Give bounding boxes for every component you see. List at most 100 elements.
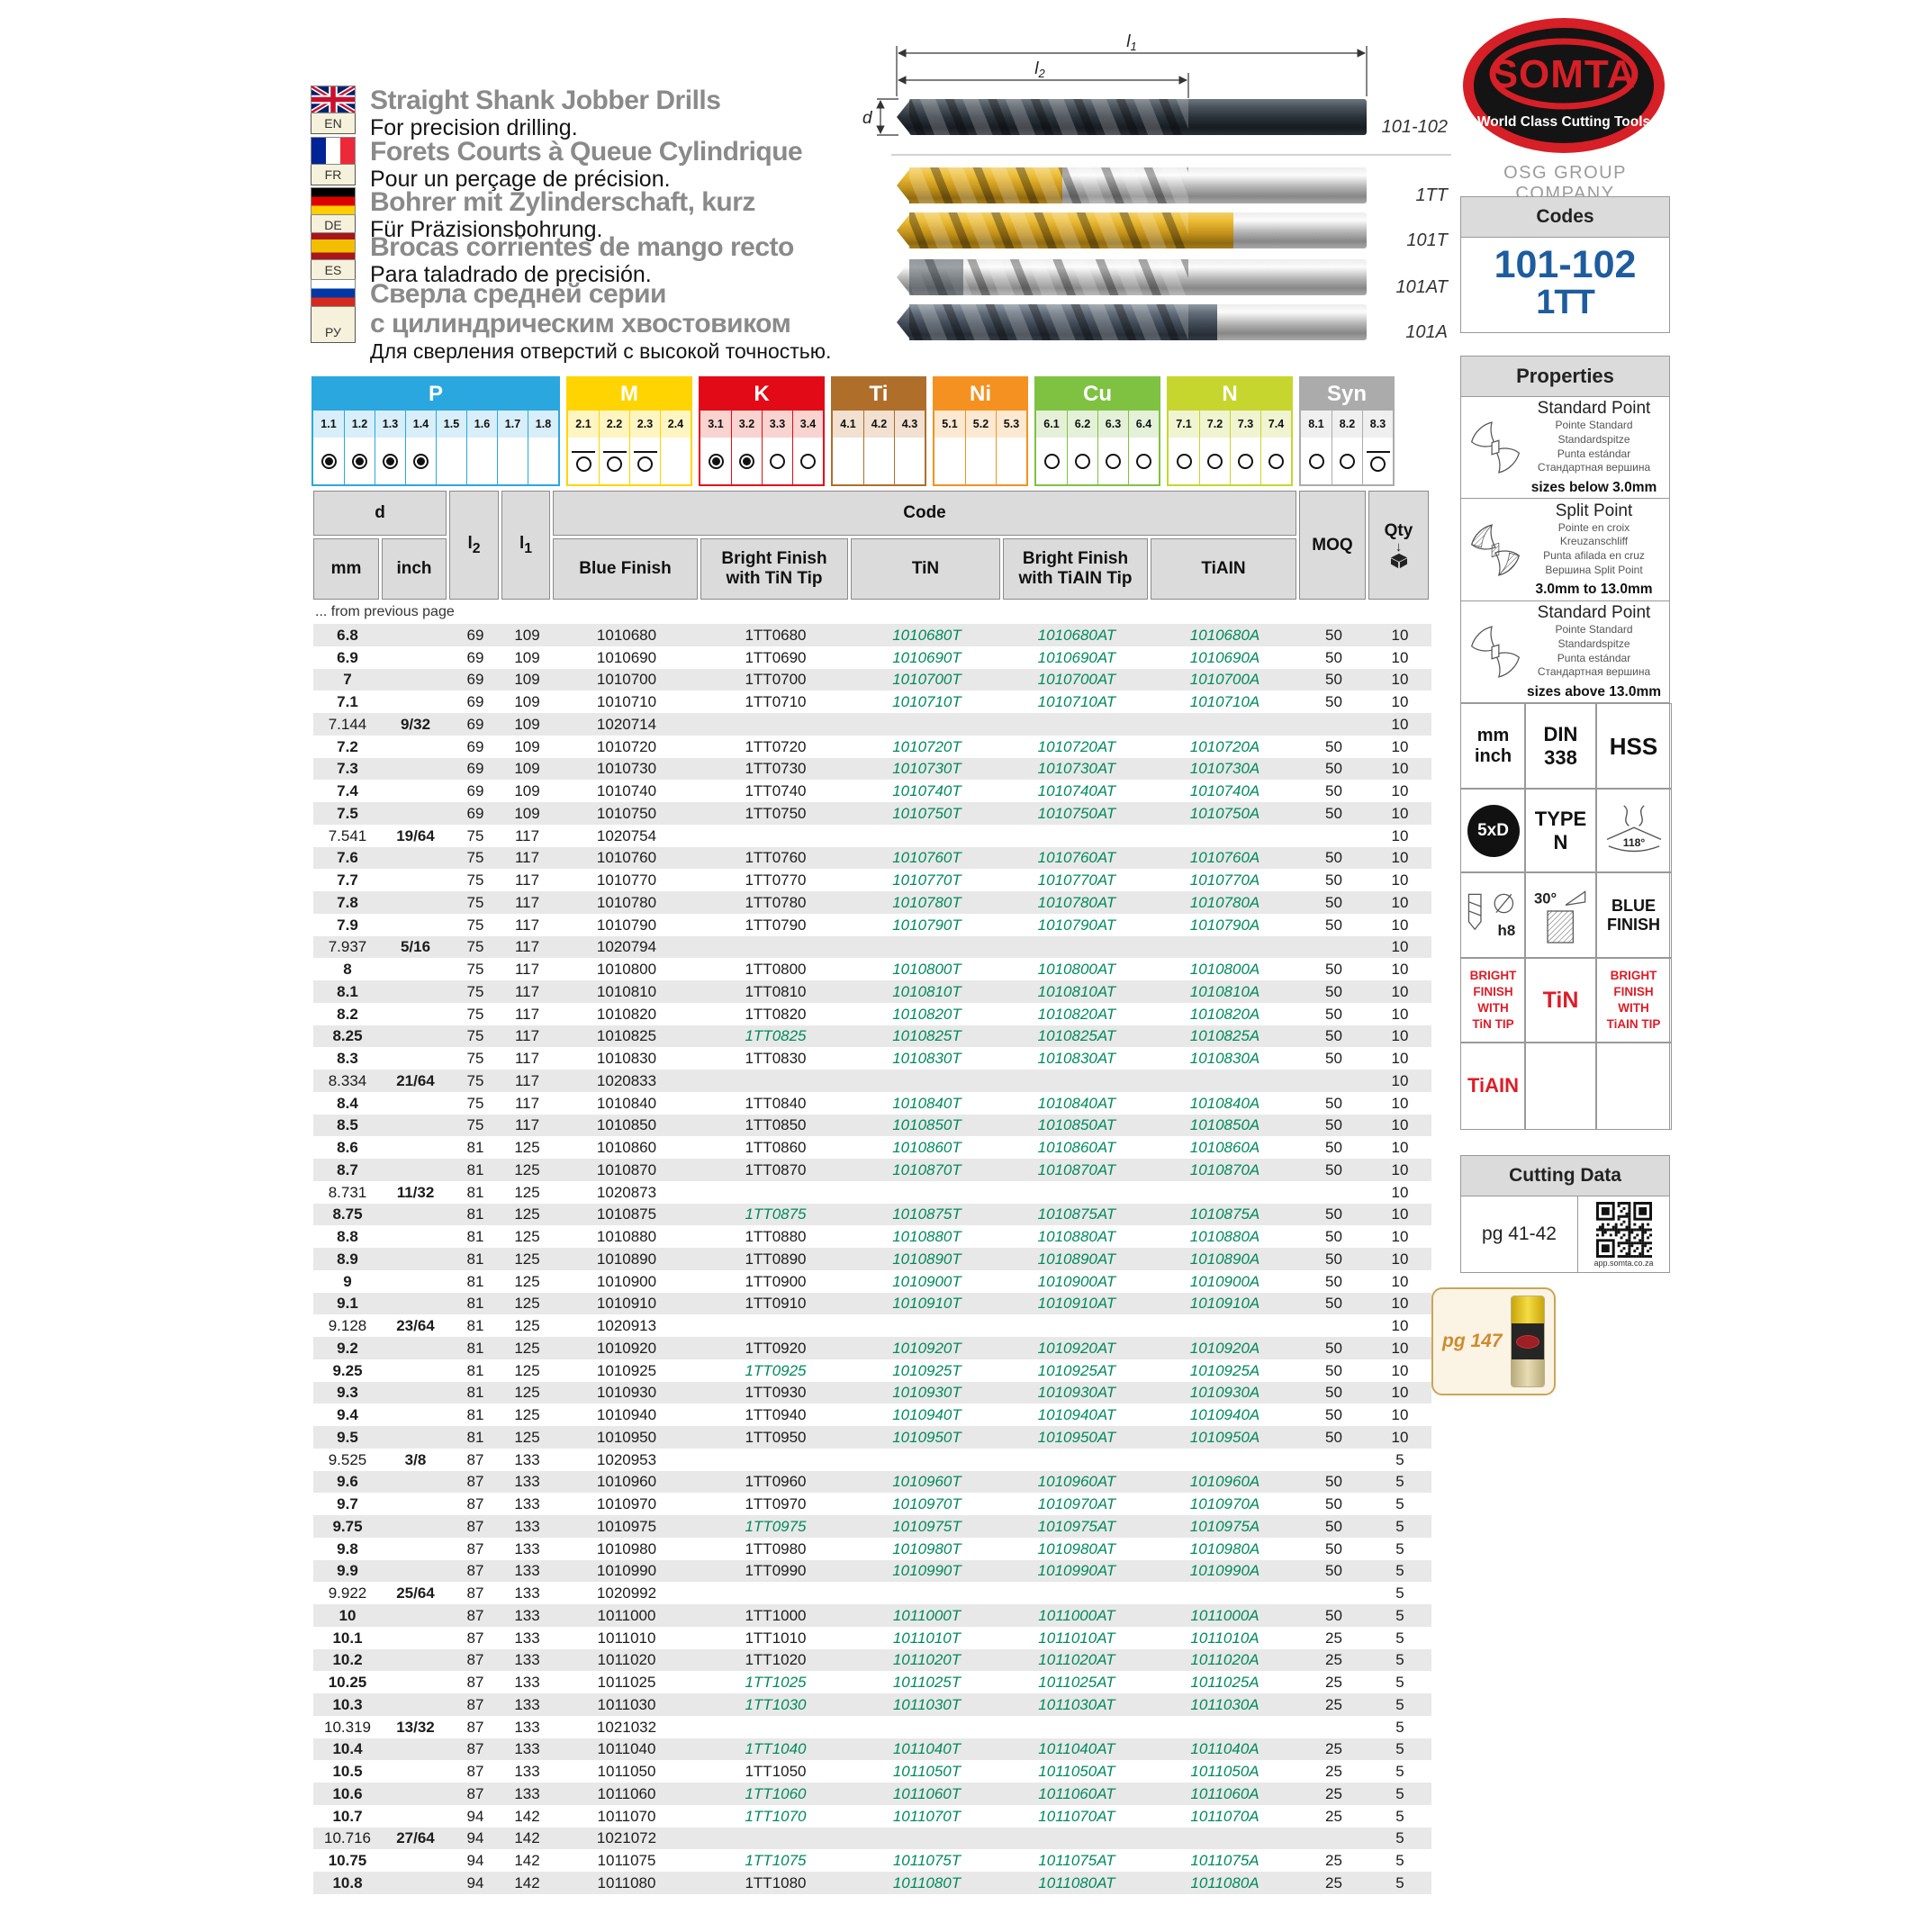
prop-tiain: TiAIN: [1460, 1042, 1526, 1130]
cell-bright-tiain-tip: 1010880AT: [1037, 1228, 1116, 1246]
cell-mm: 9.9: [337, 1562, 358, 1580]
cell-qty: 5: [1395, 1718, 1404, 1736]
code-secondary: 1TT: [1536, 284, 1595, 322]
table-row: 10 87 133 1011000 1TT1000 1011000T 1011000AT 10…: [313, 1604, 1431, 1627]
cell-tiain: 1011025A: [1190, 1674, 1259, 1692]
cell-bright-tiain-tip: 1010875AT: [1037, 1205, 1116, 1223]
cell-l2: 87: [466, 1562, 484, 1580]
dimension-lines: [876, 46, 1368, 136]
cell-bright-tin-tip: 1TT0790: [745, 916, 807, 934]
cell-tin: 1010770T: [892, 871, 961, 889]
cell-moq: 50: [1325, 1050, 1342, 1068]
cell-l2: 69: [466, 737, 484, 755]
cell-blue-finish: 1011050: [597, 1763, 656, 1781]
cell-moq: 50: [1325, 1005, 1342, 1023]
table-row: 10.3 87 133 1011030 1TT1030 1011030T 1011030AT…: [313, 1693, 1431, 1716]
cell-l2: 69: [466, 804, 484, 822]
col-header-qty: Qty ↓: [1368, 491, 1429, 600]
point-title: Standard Point: [1537, 603, 1651, 623]
point-line: Standardspitze: [1557, 636, 1630, 650]
cell-qty: 10: [1391, 1250, 1409, 1268]
cell-moq: 50: [1325, 1250, 1342, 1268]
material-cell-number: 7.3: [1230, 411, 1260, 438]
cell-l1: 125: [514, 1361, 540, 1379]
cell-l2: 81: [466, 1250, 484, 1268]
cell-bright-tiain-tip: 1010810AT: [1037, 982, 1116, 1000]
cell-blue-finish: 1010930: [596, 1384, 657, 1402]
material-mark-none: [965, 438, 996, 484]
cell-blue-finish: 1010925: [596, 1361, 657, 1379]
product-title-es: Brocas corrientes de mango recto: [370, 232, 794, 262]
material-cell-number: 2.4: [660, 411, 691, 438]
table-row: 10.8 94 142 1011080 1TT1080 1011080T 1011080AT…: [313, 1872, 1431, 1894]
cell-blue-finish: 1021032: [596, 1718, 657, 1736]
cell-l2: 69: [466, 626, 484, 644]
cell-tin: 1010950T: [892, 1428, 961, 1446]
cell-tiain: 1010830A: [1189, 1050, 1260, 1068]
material-cell-number: 5.3: [996, 411, 1026, 438]
cell-tiain: 1010770A: [1189, 871, 1260, 889]
cell-tiain: 1010730A: [1189, 760, 1260, 778]
cell-blue-finish: 1010900: [596, 1272, 657, 1290]
cell-inch: 25/64: [396, 1584, 435, 1602]
material-cell-number: 6.1: [1036, 411, 1067, 438]
table-row: 8.9 81 125 1010890 1TT0890 1010890T 1010890AT 1…: [313, 1248, 1431, 1270]
cell-l1: 109: [514, 671, 540, 689]
cell-bright-tiain-tip: 1010840AT: [1037, 1094, 1116, 1112]
cell-mm: 7.8: [337, 893, 358, 911]
standard-point-icon: [1470, 626, 1521, 678]
cell-mm: 9.2: [337, 1339, 358, 1357]
cell-moq: 50: [1325, 1205, 1342, 1223]
cell-inch: 3/8: [404, 1450, 427, 1468]
cell-qty: 10: [1391, 782, 1409, 800]
cell-qty: 5: [1395, 1584, 1404, 1602]
cell-moq: 50: [1325, 1339, 1342, 1357]
cell-l1: 109: [514, 804, 540, 822]
cell-qty: 10: [1391, 1361, 1409, 1379]
cell-qty: 10: [1391, 1228, 1409, 1246]
table-row: 9.3 81 125 1010930 1TT0930 1010930T 1010930AT 1…: [313, 1381, 1431, 1404]
cell-moq: 50: [1325, 871, 1342, 889]
cell-l1: 133: [514, 1495, 540, 1513]
table-row: 6.8 69 109 1010680 1TT0680 1010680T 1010680AT 1…: [313, 624, 1431, 646]
cell-l2: 87: [466, 1539, 484, 1557]
cell-l2: 75: [466, 1071, 484, 1089]
cell-blue-finish: 1010840: [596, 1094, 657, 1112]
cell-blue-finish: 1010940: [596, 1406, 657, 1424]
point-angle-icon: 118°: [1606, 804, 1661, 852]
cell-tin: 1011070T: [892, 1807, 961, 1825]
cell-qty: 5: [1395, 1517, 1404, 1535]
cell-qty: 10: [1391, 1005, 1409, 1023]
cell-blue-finish: 1010970: [596, 1495, 657, 1513]
cell-l2: 87: [466, 1784, 484, 1802]
cell-moq: 50: [1325, 982, 1342, 1000]
cell-mm: 9.25: [332, 1361, 363, 1379]
cell-tiain: 1010840A: [1189, 1094, 1260, 1112]
material-mark-none: [497, 438, 528, 484]
cell-moq: 25: [1325, 1763, 1342, 1781]
material-cell-number: 1.4: [405, 411, 436, 438]
cell-moq: 50: [1325, 671, 1342, 689]
cell-l1: 109: [514, 648, 540, 666]
cell-blue-finish: 1020953: [596, 1450, 657, 1468]
cell-bright-tiain-tip: 1011060AT: [1038, 1784, 1115, 1802]
cell-tin: 1010900T: [892, 1272, 961, 1290]
cell-blue-finish: 1021072: [596, 1829, 657, 1847]
cell-l1: 142: [514, 1873, 540, 1891]
material-mark-none: [466, 438, 497, 484]
cell-l1: 133: [514, 1450, 540, 1468]
cell-qty: 10: [1391, 1094, 1409, 1112]
cell-bright-tiain-tip: 1010800AT: [1037, 961, 1116, 979]
cell-l1: 133: [514, 1584, 540, 1602]
table-row: 7.541 19/64 75 117 1020754 10: [313, 825, 1431, 847]
cell-tin: 1011080T: [892, 1873, 961, 1891]
cell-mm: 7.3: [337, 760, 358, 778]
material-group-label: K: [700, 378, 823, 411]
material-cell-number: 2.1: [568, 411, 599, 438]
catalog-ref-box: pg 147: [1431, 1287, 1556, 1395]
material-mark-filled: [313, 438, 344, 484]
cell-moq: 50: [1325, 1139, 1342, 1157]
5xd-badge-icon: 5xD: [1467, 804, 1520, 857]
cell-tin: 1011050T: [892, 1763, 961, 1781]
material-mark-filled: [731, 438, 762, 484]
